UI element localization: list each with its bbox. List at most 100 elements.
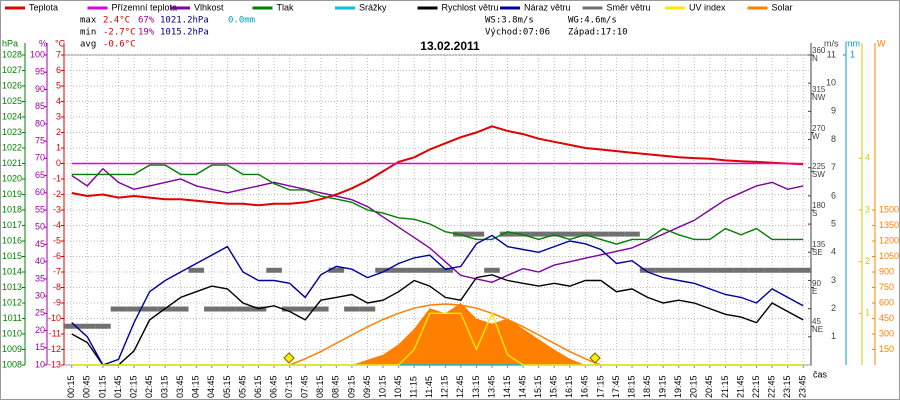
y-tick-label: 50 (35, 222, 45, 232)
direction-mark (624, 231, 640, 237)
y-tick-label: 7 (56, 49, 61, 59)
y-tick-label: 35 (35, 273, 45, 283)
direction-mark (530, 231, 547, 237)
y-tick-label: 20 (35, 325, 45, 335)
direction-mark (313, 306, 329, 312)
y-tick-label: 3 (56, 111, 61, 121)
y-tick-label: 11 (827, 49, 836, 59)
stat-value: 1021.2hPa (160, 16, 209, 26)
stat-value: 0.0mm (228, 16, 255, 26)
axis-unit: m/s (824, 38, 839, 48)
direction-mark (95, 323, 111, 329)
x-tick-label: 04:45 (206, 375, 216, 398)
y-tick-label: 2 (865, 256, 870, 266)
direction-mark (79, 323, 96, 329)
x-axis-label: čas (813, 369, 828, 379)
direction-mark (235, 306, 251, 312)
direction-mark (172, 306, 189, 312)
y-tick-label: 900 (879, 266, 894, 276)
y-tick-label: -1 (53, 173, 61, 183)
y-tick-label: -2 (53, 189, 61, 199)
direction-mark (702, 267, 718, 273)
y-tick-label: 1200 (879, 235, 899, 245)
sun-info: Východ:07:06 (485, 28, 550, 38)
x-tick-label: 20:15 (689, 375, 699, 398)
sun-info: WG:4.6m/s (568, 16, 617, 26)
y-tick-label: 1350 (879, 220, 899, 230)
y-tick-label: 15 (35, 342, 45, 352)
y-tick-label: 30 (35, 290, 45, 300)
x-tick-label: 08:15 (315, 375, 325, 398)
direction-mark (733, 267, 749, 273)
x-tick-label: 05:15 (222, 375, 232, 398)
y-tick-label: 25 (35, 308, 45, 318)
x-tick-label: 12:45 (455, 375, 465, 398)
direction-mark (141, 306, 158, 312)
axis-unit: hPa (2, 38, 18, 48)
y-tick-label: 1027 (2, 65, 22, 75)
y-tick-label: 1500 (879, 204, 899, 214)
x-tick-label: 02:45 (144, 375, 154, 398)
x-tick-label: 00:15 (66, 375, 76, 398)
y-tick-label: -5 (53, 235, 61, 245)
stat-value: 1015.2hPa (160, 28, 209, 38)
direction-mark (297, 306, 313, 312)
direction-mark (499, 231, 516, 237)
stat-value: -0.6°C (103, 40, 136, 50)
stat-label: avg (80, 40, 96, 50)
y-tick-label: 1023 (2, 127, 22, 137)
y-tick-label: 7 (831, 162, 836, 172)
direction-mark (421, 267, 438, 273)
y-tick-label: 1009 (2, 344, 22, 354)
direction-mark (686, 267, 703, 273)
series-line (71, 274, 804, 366)
x-tick-label: 10:15 (377, 375, 387, 398)
y-tick-label: -7 (53, 266, 61, 276)
y-tick-label: -3 (53, 204, 61, 214)
axis-unit: % (39, 38, 47, 48)
x-tick-label: 22:15 (751, 375, 761, 398)
y-tick-label: 10 (826, 78, 836, 88)
y-tick-label: -9 (53, 297, 61, 307)
y-tick-label: 75 (35, 135, 45, 145)
x-tick-label: 21:15 (720, 375, 730, 398)
x-tick-label: 03:45 (175, 375, 185, 398)
y-tick-label: -6 (53, 251, 61, 261)
y-tick-label: 4 (865, 153, 870, 163)
x-tick-label: 22:45 (766, 375, 776, 398)
legend-label: Tlak (277, 2, 295, 12)
sun-marker (283, 352, 295, 364)
y-tick-label: 3 (865, 204, 870, 214)
y-tick-label: 1017 (2, 220, 22, 230)
y-tick-label: -10 (48, 313, 61, 323)
x-tick-label: 09:15 (346, 375, 356, 398)
y-tick-label: 1020 (2, 173, 22, 183)
y-tick-label: -13 (48, 359, 61, 369)
y-tick-label: 5 (56, 80, 61, 90)
direction-mark (188, 267, 205, 273)
direction-mark (281, 306, 298, 312)
direction-mark (795, 267, 811, 273)
x-tick-label: 11:45 (424, 376, 434, 398)
direction-mark (266, 267, 282, 273)
y-tick-label: 1024 (2, 111, 22, 121)
direction-mark (484, 267, 500, 273)
direction-mark (748, 267, 765, 273)
y-tick-label: 65 (35, 170, 45, 180)
legend-label: Solar (772, 2, 793, 12)
y-tick-label: 90 E (812, 278, 821, 296)
series-line (71, 125, 804, 207)
direction-mark (437, 267, 454, 273)
legend-label: Srážky (359, 2, 387, 12)
x-tick-label: 16:15 (564, 375, 574, 398)
y-tick-label: 1 (850, 49, 855, 59)
direction-mark (328, 267, 345, 273)
legend-label: Vlhkost (194, 2, 224, 12)
x-tick-label: 01:15 (97, 375, 107, 398)
x-tick-label: 06:45 (268, 375, 278, 398)
series-line (71, 311, 804, 366)
y-tick-label: 1012 (2, 297, 22, 307)
y-tick-label: 80 (35, 118, 45, 128)
series-line (71, 234, 804, 366)
